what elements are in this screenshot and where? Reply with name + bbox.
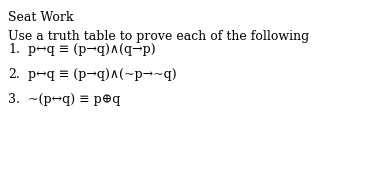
Text: p↔q ≡ (p→q)∧(q→p): p↔q ≡ (p→q)∧(q→p) bbox=[28, 43, 156, 56]
Text: 1.: 1. bbox=[8, 43, 20, 56]
Text: Use a truth table to prove each of the following: Use a truth table to prove each of the f… bbox=[8, 30, 309, 43]
Text: p↔q ≡ (p→q)∧(~p→~q): p↔q ≡ (p→q)∧(~p→~q) bbox=[28, 68, 177, 81]
Text: ~(p↔q) ≡ p⊕q: ~(p↔q) ≡ p⊕q bbox=[28, 93, 121, 106]
Text: 2.: 2. bbox=[8, 68, 20, 81]
Text: 3.: 3. bbox=[8, 93, 20, 106]
Text: Seat Work: Seat Work bbox=[8, 11, 74, 24]
